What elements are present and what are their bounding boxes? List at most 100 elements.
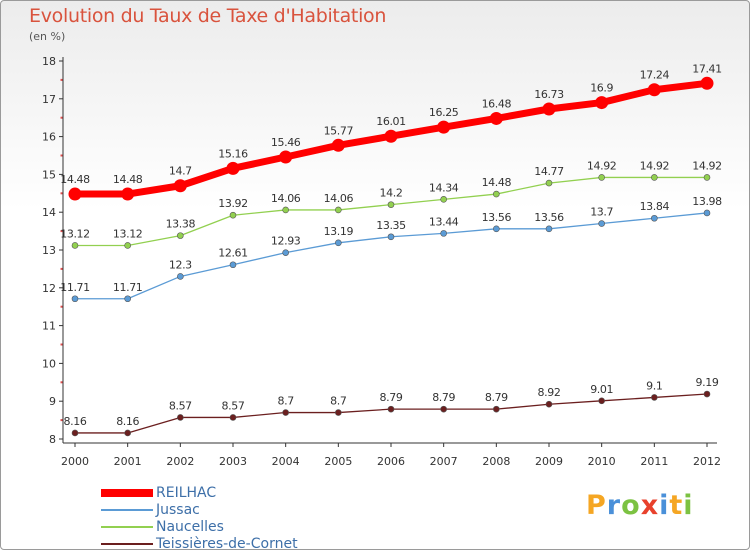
data-label: 16.73 <box>534 88 564 101</box>
data-point <box>437 120 451 134</box>
data-point <box>703 390 711 398</box>
data-point <box>121 187 135 201</box>
data-point <box>229 414 237 421</box>
logo-letter: r <box>606 490 622 521</box>
data-point <box>493 405 500 413</box>
data-point <box>651 394 658 401</box>
data-point <box>282 409 289 416</box>
logo-letter: i <box>683 490 694 521</box>
legend-swatch <box>101 526 153 528</box>
legend-item: REILHAC <box>101 485 361 502</box>
data-label: 13.56 <box>534 211 564 224</box>
x-tick-label: 2001 <box>114 455 142 468</box>
data-label: 13.12 <box>60 227 90 240</box>
legend-item: Teissières-de-Cornet <box>101 536 361 553</box>
data-point <box>598 220 605 227</box>
data-label: 15.46 <box>271 136 301 149</box>
data-point <box>545 225 553 233</box>
data-label: 14.06 <box>271 192 301 205</box>
data-point <box>282 249 289 256</box>
data-point <box>542 102 556 116</box>
data-point <box>71 429 79 437</box>
data-label: 8.57 <box>169 399 192 412</box>
logo-letter: i <box>659 490 670 521</box>
data-point <box>598 397 605 405</box>
data-point <box>71 295 79 303</box>
legend-label: REILHAC <box>156 485 217 501</box>
data-label: 13.38 <box>166 218 196 231</box>
data-point <box>68 187 82 201</box>
chart-unit: (en %) <box>29 30 66 43</box>
legend-swatch <box>101 489 153 497</box>
x-tick-label: 2011 <box>640 455 668 468</box>
data-label: 14.2 <box>380 187 403 200</box>
x-tick-label: 2010 <box>588 455 616 468</box>
data-point <box>71 242 79 249</box>
data-label: 15.77 <box>324 124 354 137</box>
data-label: 8.7 <box>278 395 295 408</box>
logo-letter: P <box>586 490 607 521</box>
data-point <box>335 239 342 247</box>
data-point <box>282 206 289 214</box>
data-point <box>124 295 131 303</box>
data-label: 14.48 <box>60 173 90 186</box>
data-point <box>173 179 187 193</box>
x-tick-label: 2007 <box>430 455 458 468</box>
data-label: 13.12 <box>113 227 143 240</box>
y-tick-label: 18 <box>42 55 56 68</box>
data-label: 8.7 <box>330 395 347 408</box>
data-point <box>493 190 500 198</box>
data-label: 14.77 <box>534 165 564 178</box>
data-label: 8.79 <box>380 391 403 404</box>
data-point <box>703 209 711 217</box>
data-label: 13.19 <box>324 225 354 238</box>
x-tick-label: 2003 <box>219 455 247 468</box>
data-label: 12.3 <box>169 258 192 271</box>
data-label: 14.92 <box>692 159 722 172</box>
data-point <box>384 129 398 143</box>
data-point <box>335 206 342 214</box>
data-label: 12.61 <box>218 247 248 260</box>
data-label: 13.84 <box>640 200 670 213</box>
data-label: 8.79 <box>432 391 455 404</box>
x-tick-label: 2009 <box>535 455 563 468</box>
proxiti-logo: Proxiti <box>586 490 694 521</box>
data-point <box>331 138 345 152</box>
data-label: 17.41 <box>692 62 722 75</box>
legend-swatch <box>101 509 153 511</box>
data-label: 14.92 <box>587 159 617 172</box>
y-tick-label: 11 <box>42 320 56 333</box>
x-tick-label: 2000 <box>61 455 89 468</box>
chart-title: Evolution du Taux de Taxe d'Habitation <box>29 5 387 27</box>
data-point <box>545 400 553 408</box>
data-label: 8.57 <box>222 399 245 412</box>
data-label: 8.16 <box>116 415 139 428</box>
data-point <box>124 429 131 437</box>
legend-label: Naucelles <box>156 519 224 535</box>
y-tick-label: 12 <box>42 282 56 295</box>
y-minor-tick <box>60 343 63 346</box>
logo-letter: t <box>669 490 684 521</box>
data-label: 13.92 <box>218 197 248 210</box>
data-point <box>440 196 447 203</box>
y-minor-tick <box>60 192 63 195</box>
data-label: 8.92 <box>538 386 561 399</box>
line-chart: 8 9 10 11 12 13 14 15 16 17 18 2000 2001 2002 2003 2004… <box>42 55 723 468</box>
data-point <box>229 261 237 269</box>
data-label: 16.01 <box>376 115 406 128</box>
data-point <box>387 201 395 208</box>
data-point <box>545 179 553 187</box>
data-point <box>703 174 711 181</box>
data-point <box>493 225 500 233</box>
data-label: 14.7 <box>169 165 192 178</box>
data-point <box>651 174 658 181</box>
data-point <box>440 230 447 237</box>
legend-item: Jussac <box>101 502 361 519</box>
y-minor-tick <box>60 305 63 308</box>
data-point <box>177 232 184 239</box>
chart-legend: REILHAC Jussac Naucelles Teissières-de-Corn… <box>101 485 361 553</box>
x-tick-label: 2012 <box>693 455 721 468</box>
data-label: 14.92 <box>640 159 670 172</box>
x-tick-label: 2005 <box>324 455 352 468</box>
data-label: 14.34 <box>429 181 459 194</box>
